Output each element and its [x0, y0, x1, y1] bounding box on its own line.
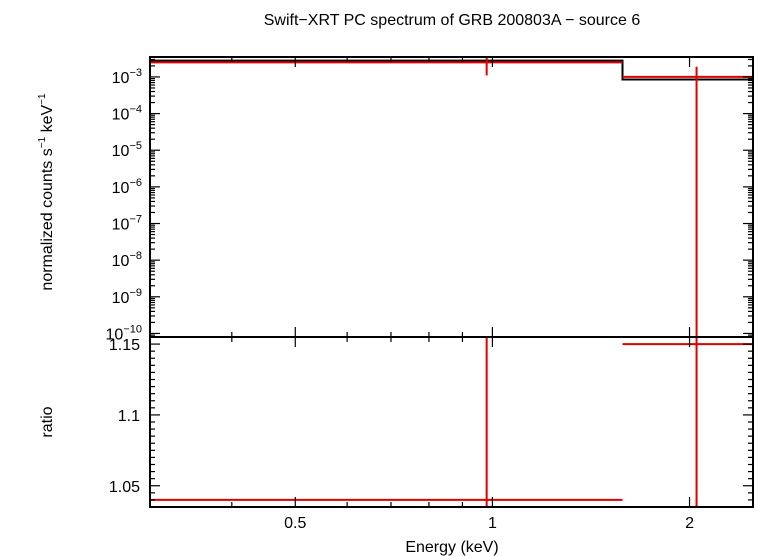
x-tick-label: 2	[685, 515, 694, 532]
x-axis-label: Energy (keV)	[405, 539, 498, 556]
top-panel-frame	[149, 56, 754, 338]
top-y-tick-label: 10−9	[112, 287, 142, 307]
top-model-series	[150, 59, 753, 81]
ratio-data-point	[622, 337, 753, 507]
bottom-axis-ticks: 0.5 1 2 1.15 1.1 1.05	[109, 336, 753, 532]
top-data-series	[150, 57, 753, 337]
top-y-tick-label: 10−8	[112, 250, 142, 270]
model-step-line	[150, 59, 753, 81]
top-y-axis-label: normalized counts s−1 keV−1	[37, 93, 56, 291]
top-data-point	[622, 66, 753, 337]
top-y-tick-label: 10−10	[106, 323, 142, 343]
bottom-data-series	[150, 337, 753, 507]
ratio-data-point	[150, 337, 623, 507]
top-y-tick-label: 10−7	[112, 214, 142, 234]
top-y-tick-label: 10−5	[112, 140, 142, 160]
bottom-panel-frame	[149, 336, 754, 508]
bottom-panel: 0.5 1 2 1.15 1.1 1.05	[109, 336, 754, 532]
top-y-tick-label: 10−4	[112, 104, 142, 124]
bottom-y-axis-label: ratio	[39, 406, 56, 437]
bottom-y-tick-label: 1.15	[109, 337, 140, 354]
chart-title: Swift−XRT PC spectrum of GRB 200803A − s…	[264, 12, 641, 29]
top-y-tick-label: 10−6	[112, 177, 142, 197]
x-tick-label: 0.5	[284, 515, 306, 532]
top-panel: 10−3 10−4 10−5 10−6 10−7 10−8 10−9 10−10	[106, 56, 754, 343]
bottom-y-tick-label: 1.05	[109, 479, 140, 496]
top-data-point	[150, 57, 623, 76]
top-y-tick-label: 10−3	[112, 67, 142, 87]
bottom-y-tick-label: 1.1	[118, 408, 140, 425]
top-axis-ticks: 10−3 10−4 10−5 10−6 10−7 10−8 10−9 10−10	[106, 57, 753, 343]
x-tick-label: 1	[488, 515, 497, 532]
